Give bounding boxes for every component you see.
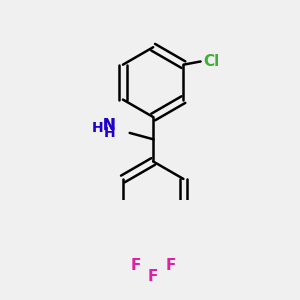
Text: Cl: Cl xyxy=(204,54,220,69)
Text: F: F xyxy=(166,258,176,273)
Text: F: F xyxy=(130,258,141,273)
Text: F: F xyxy=(148,269,158,284)
Text: N: N xyxy=(102,118,115,133)
Text: H: H xyxy=(103,126,115,140)
Text: N: N xyxy=(102,118,115,133)
Text: H: H xyxy=(92,121,104,135)
